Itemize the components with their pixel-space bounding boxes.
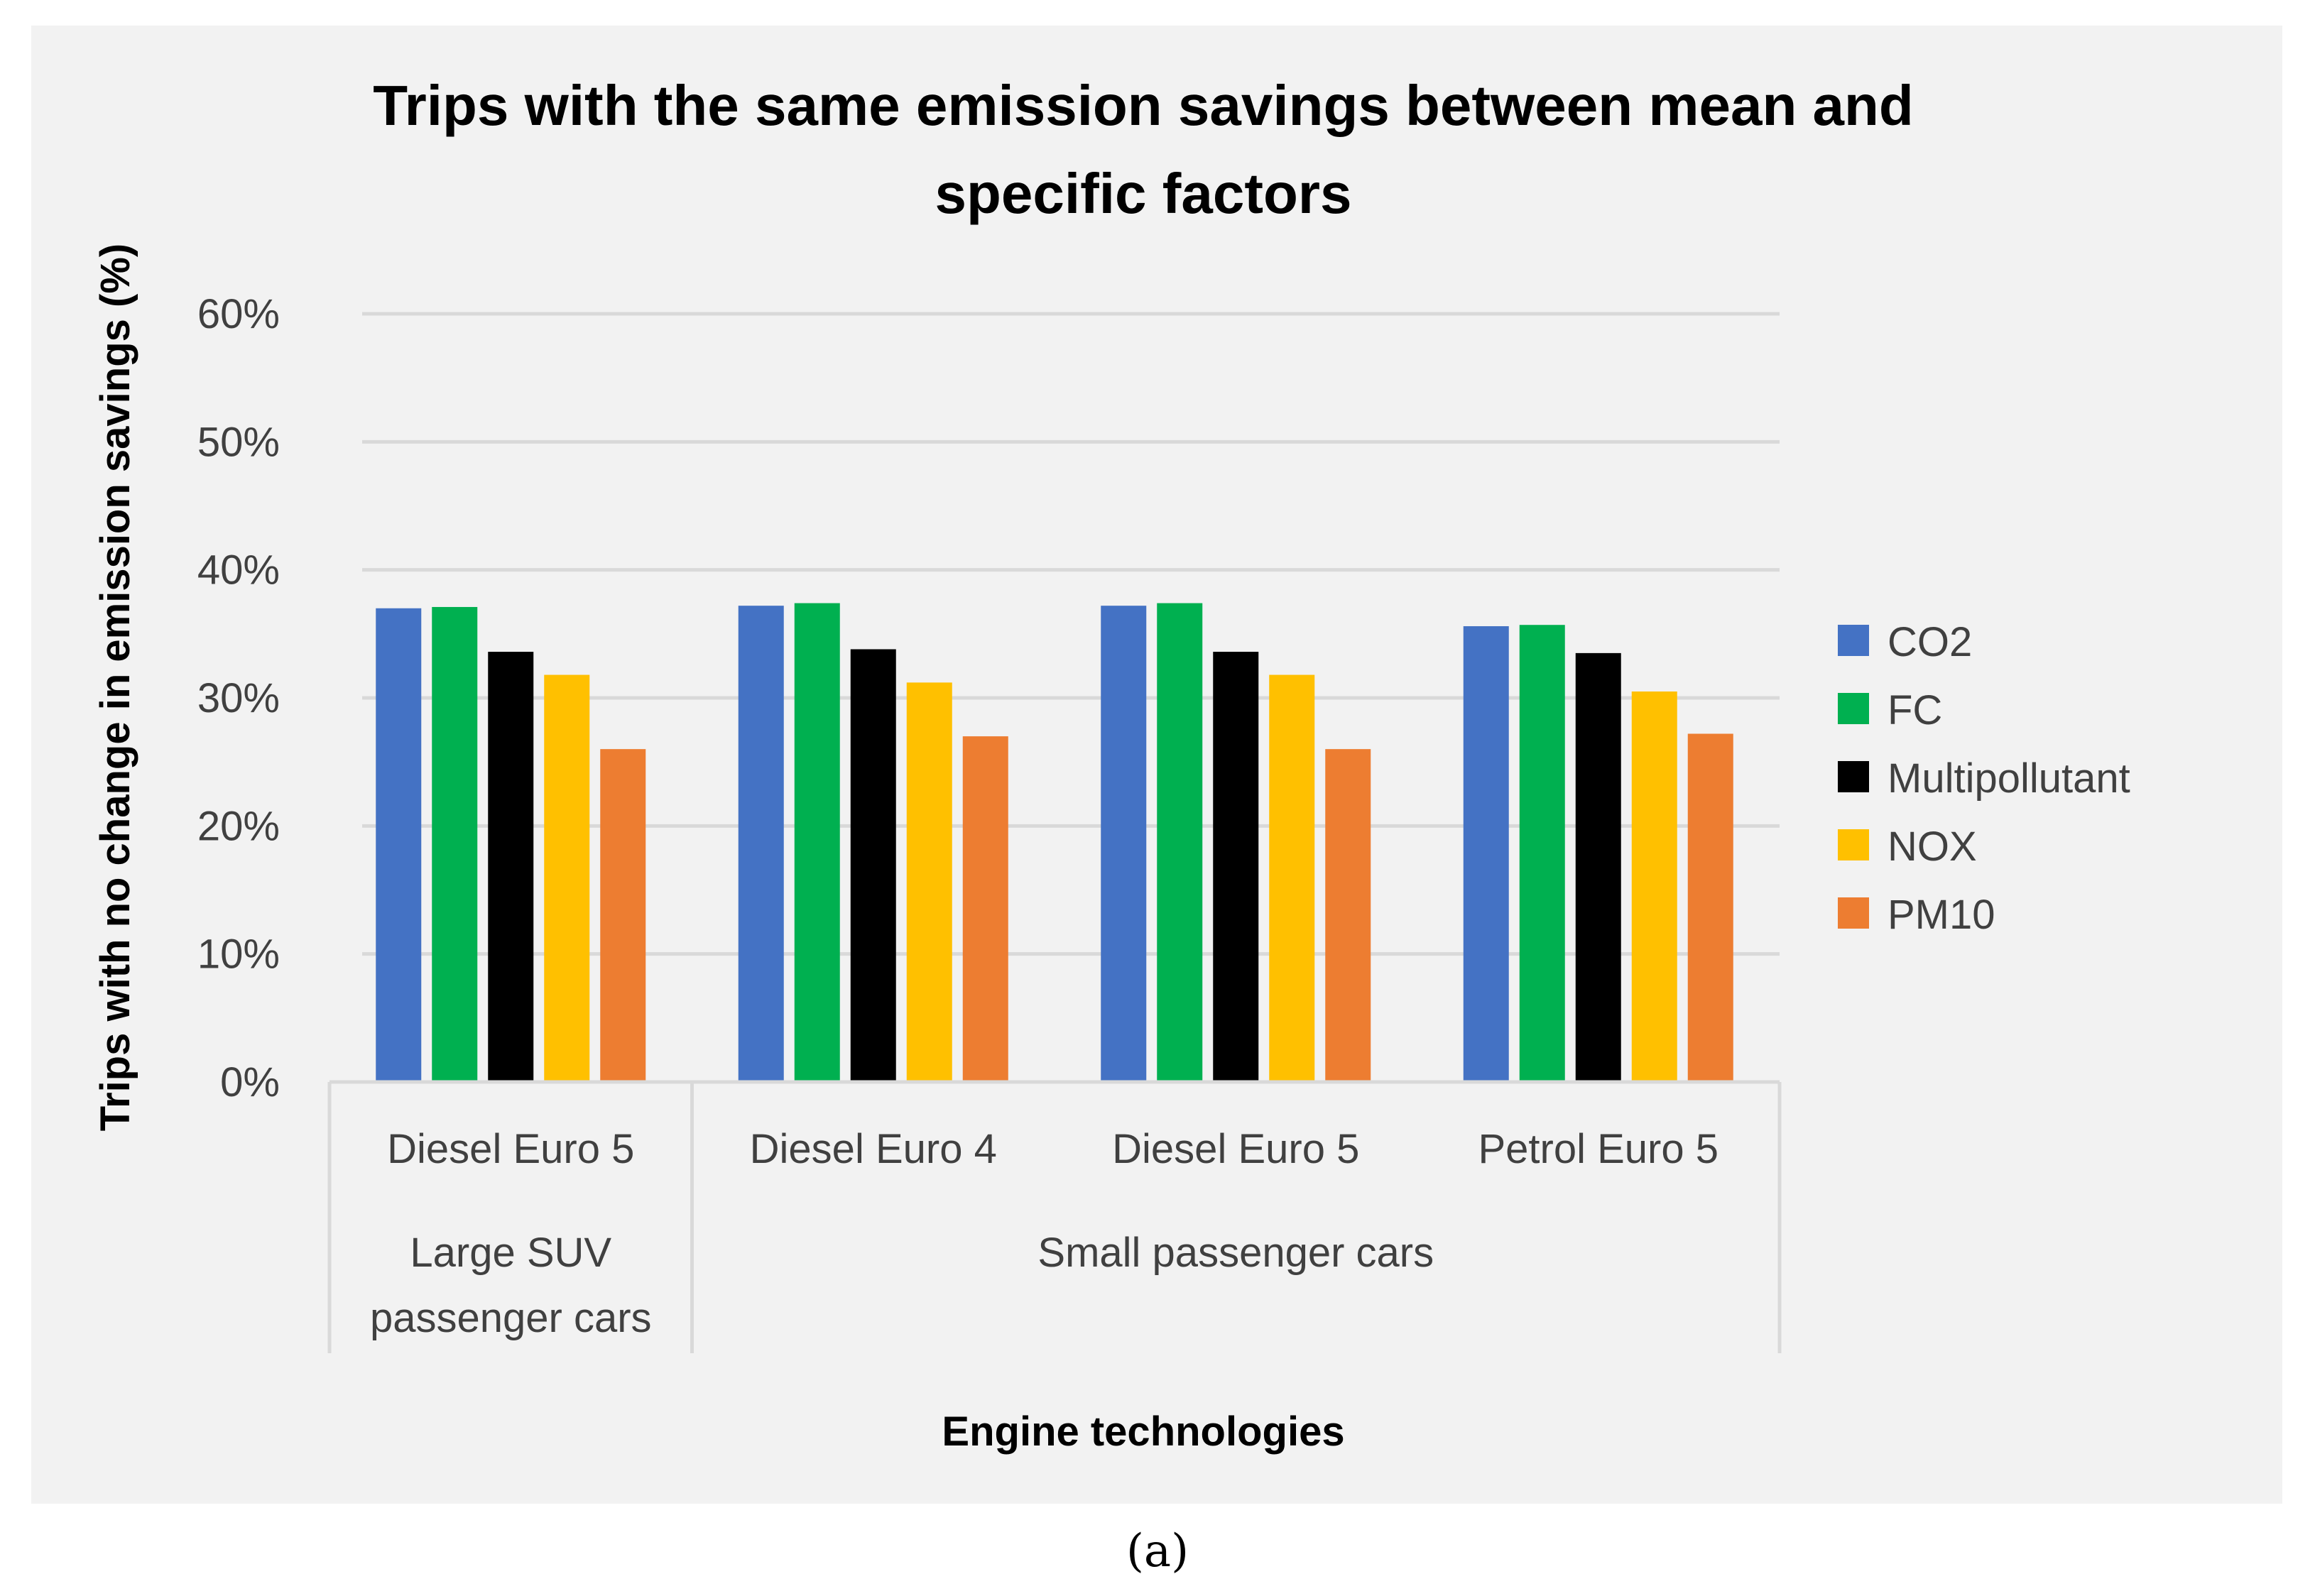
bar-multipollutant	[850, 649, 896, 1082]
legend-label: FC	[1888, 687, 1942, 733]
x-tick-label: Diesel Euro 5	[387, 1126, 634, 1172]
bar-nox	[906, 682, 952, 1082]
bar-pm10	[1325, 749, 1371, 1082]
group-label-line: passenger cars	[370, 1295, 652, 1341]
legend-label: NOX	[1888, 824, 1977, 870]
bar-multipollutant	[488, 652, 534, 1082]
bar-multipollutant	[1575, 652, 1621, 1082]
bar-pm10	[1687, 733, 1733, 1082]
bar-fc	[1157, 603, 1203, 1082]
y-tick-label: 0%	[220, 1059, 280, 1105]
y-axis-label: Trips with no change in emission savings…	[92, 244, 138, 1131]
chart-title-line: specific factors	[935, 162, 1352, 225]
x-tick-label: Diesel Euro 5	[1112, 1126, 1359, 1172]
x-tick-label: Petrol Euro 5	[1478, 1126, 1718, 1172]
y-tick-label: 50%	[197, 419, 280, 465]
bar-fc	[794, 603, 840, 1082]
y-tick-label: 60%	[197, 291, 280, 337]
y-tick-label: 40%	[197, 547, 280, 594]
bar-fc	[432, 606, 478, 1082]
y-tick-label: 20%	[197, 803, 280, 849]
legend-label: CO2	[1888, 619, 1972, 665]
legend-swatch-pm10	[1838, 897, 1869, 929]
chart-panel: Trips with the same emission savings bet…	[31, 26, 2282, 1504]
bar-co2	[376, 608, 422, 1082]
bar-fc	[1519, 625, 1565, 1082]
x-axis-label: Engine technologies	[942, 1409, 1344, 1455]
group-label-line: Large SUV	[410, 1230, 611, 1276]
chart: Trips with the same emission savings bet…	[92, 74, 2130, 1455]
legend-swatch-co2	[1838, 625, 1869, 656]
y-tick-label: 10%	[197, 931, 280, 978]
bar-nox	[1269, 674, 1315, 1082]
bar-pm10	[600, 749, 646, 1082]
legend-label: Multipollutant	[1888, 755, 2130, 802]
bar-nox	[1631, 691, 1677, 1082]
bar-co2	[738, 606, 784, 1082]
legend-swatch-nox	[1838, 829, 1869, 860]
bar-nox	[544, 674, 590, 1082]
y-tick-label: 30%	[197, 675, 280, 721]
legend-swatch-fc	[1838, 693, 1869, 724]
bar-co2	[1101, 606, 1147, 1082]
bar-multipollutant	[1213, 652, 1259, 1082]
bar-pm10	[962, 736, 1008, 1082]
bar-co2	[1463, 626, 1509, 1082]
x-tick-label: Diesel Euro 4	[750, 1126, 997, 1172]
group-label-line: Small passenger cars	[1037, 1230, 1434, 1276]
legend-label: PM10	[1888, 892, 1995, 938]
legend-swatch-multipollutant	[1838, 761, 1869, 792]
chart-title-line: Trips with the same emission savings bet…	[373, 74, 1914, 137]
panel-label: (a)	[1126, 1525, 1189, 1578]
